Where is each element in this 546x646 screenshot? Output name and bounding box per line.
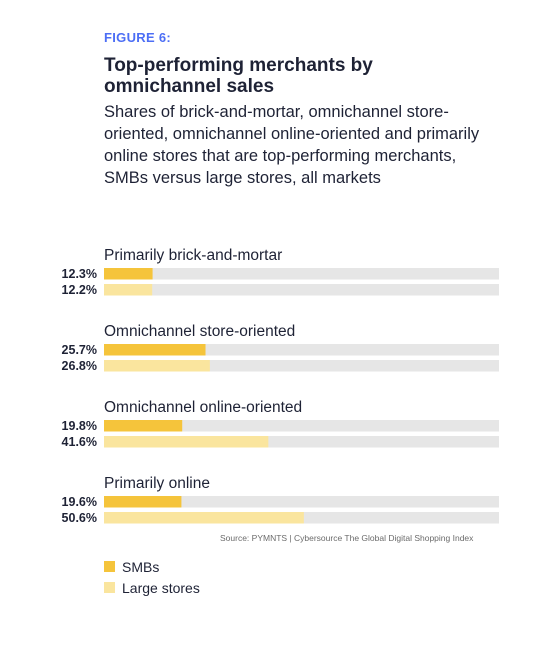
value-label: 50.6% bbox=[62, 511, 97, 525]
bar-track bbox=[104, 284, 499, 296]
bar bbox=[104, 344, 206, 356]
chart-title: Top-performing merchants by omnichannel … bbox=[104, 55, 373, 97]
legend-item-large-stores: Large stores bbox=[104, 577, 200, 598]
bar bbox=[104, 268, 153, 280]
legend-item-smbs: SMBs bbox=[104, 556, 200, 577]
category-label: Omnichannel store-oriented bbox=[104, 323, 295, 340]
bar-track bbox=[104, 436, 499, 448]
legend: SMBs Large stores bbox=[104, 556, 200, 598]
value-label: 19.6% bbox=[62, 495, 97, 509]
value-label: 26.8% bbox=[62, 359, 97, 373]
bar-track bbox=[104, 360, 499, 372]
bar bbox=[104, 360, 210, 372]
category-label: Primarily brick-and-mortar bbox=[104, 247, 282, 264]
value-label: 19.8% bbox=[62, 419, 97, 433]
bar bbox=[104, 284, 153, 296]
bar bbox=[104, 496, 182, 508]
value-label: 41.6% bbox=[62, 435, 97, 449]
chart-subtitle: Shares of brick-and-mortar, omnichannel … bbox=[104, 103, 480, 187]
legend-label-large-stores: Large stores bbox=[122, 579, 200, 596]
bar bbox=[104, 436, 269, 448]
value-label: 12.2% bbox=[62, 283, 97, 297]
bar-track bbox=[104, 496, 499, 508]
legend-label-smbs: SMBs bbox=[122, 558, 160, 575]
bar bbox=[104, 420, 183, 432]
value-label: 25.7% bbox=[62, 343, 97, 357]
category-label: Primarily online bbox=[104, 475, 210, 492]
value-label: 12.3% bbox=[62, 267, 97, 281]
legend-swatch-large-stores bbox=[104, 582, 115, 593]
legend-swatch-smbs bbox=[104, 561, 115, 572]
bar-track bbox=[104, 420, 499, 432]
figure-label: FIGURE 6: bbox=[104, 30, 171, 45]
source-note: Source: PYMNTS | Cybersource The Global … bbox=[220, 533, 474, 543]
bar bbox=[104, 512, 304, 524]
category-label: Omnichannel online-oriented bbox=[104, 399, 302, 416]
bar-track bbox=[104, 344, 499, 356]
bar-track bbox=[104, 268, 499, 280]
